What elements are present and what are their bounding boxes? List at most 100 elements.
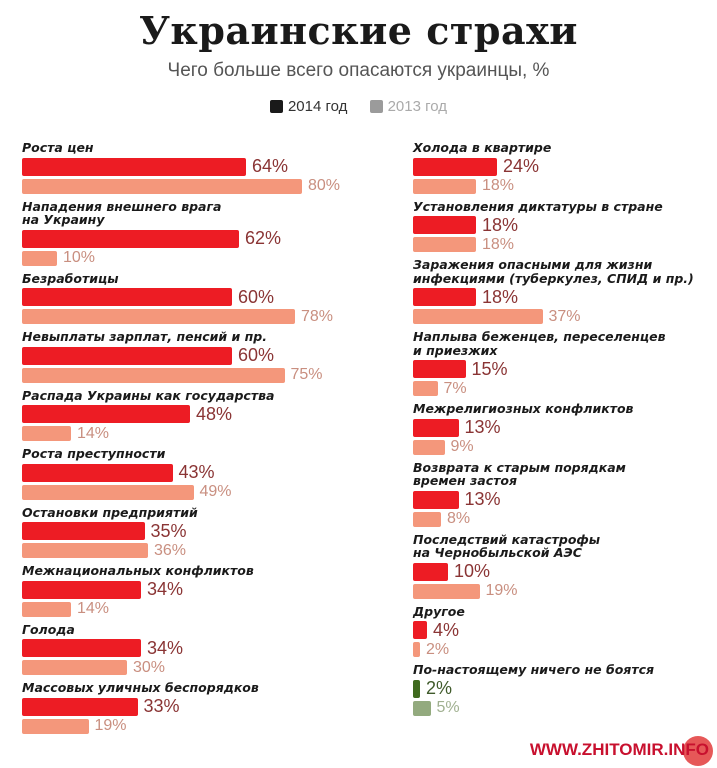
- value-label-2014: 33%: [143, 696, 180, 716]
- bar-row-2014: 60%: [22, 287, 392, 307]
- watermark: WWW.ZHITOMIR.INFO: [529, 740, 709, 759]
- bar-group: Последствий катастрофы на Чернобыльской …: [413, 531, 713, 599]
- value-label-2014: 13%: [464, 417, 501, 437]
- bar-row-2013: 2%: [413, 640, 713, 658]
- value-label-2013: 80%: [308, 177, 341, 194]
- value-label-2013: 75%: [290, 366, 323, 383]
- bar-row-2014: 13%: [413, 489, 713, 509]
- bar-row-2013: 19%: [413, 582, 713, 599]
- bar-2014: [22, 346, 232, 365]
- left-column: Роста цен 64% 80% Нападения внешнего врага …: [22, 141, 392, 740]
- value-label-2013: 9%: [450, 438, 474, 455]
- bar-2014: [413, 490, 459, 509]
- bar-2014: [22, 288, 232, 306]
- bar-2013: [413, 381, 438, 396]
- category-label: Роста преступности: [22, 446, 166, 461]
- value-label-2014: 13%: [464, 489, 501, 509]
- bar-2014: [22, 697, 138, 716]
- bar-2013: [22, 178, 302, 194]
- category-label: Межрелигиозных конфликтов: [413, 401, 634, 416]
- bar-2013: [22, 250, 57, 266]
- category-label: Остановки предприятий: [22, 504, 198, 520]
- bar-row-2013: 10%: [22, 249, 392, 266]
- bar-group: Заражения опасными для жизни инфекциями …: [413, 258, 713, 325]
- bar-group: Массовых уличных беспорядков 33% 19%: [22, 681, 392, 734]
- bar-2014: [413, 562, 448, 581]
- legend-label-2014: 2014 год: [287, 97, 348, 115]
- category-label: Холода в квартире: [413, 140, 552, 155]
- bar-row-2013: 19%: [22, 717, 392, 734]
- bar-row-2013: 18%: [413, 235, 713, 253]
- bar-2013: [22, 309, 295, 324]
- bar-2013: [22, 543, 148, 558]
- value-label-2013: 2%: [426, 640, 450, 658]
- value-label-2014: 62%: [245, 228, 282, 248]
- category-label: Установления диктатуры в стране: [413, 198, 663, 214]
- bar-row-2014: 33%: [22, 696, 392, 716]
- value-label-2014: 60%: [238, 345, 275, 365]
- bar-row-2013: 18%: [413, 177, 713, 194]
- bar-row-2013: 8%: [413, 510, 713, 527]
- bar-row-2014: 10%: [413, 561, 713, 581]
- bar-row-2014: 18%: [413, 215, 713, 235]
- value-label-2014: 43%: [178, 462, 215, 482]
- category-label: Безработицы: [22, 270, 119, 286]
- bar-row-2014: 43%: [22, 462, 392, 482]
- bar-row-2014: 62%: [22, 228, 392, 248]
- category-label: Последствий катастрофы на Чернобыльской …: [413, 531, 601, 560]
- bar-2014: [22, 580, 141, 599]
- bar-row-2013: 78%: [22, 307, 392, 325]
- bar-row-2014: 24%: [413, 156, 713, 176]
- value-label-2014: 18%: [482, 286, 519, 307]
- value-label-2013: 19%: [94, 717, 127, 734]
- bar-row-2013: 37%: [413, 308, 713, 325]
- bar-2014: [22, 463, 173, 482]
- value-label-2014: 64%: [252, 156, 289, 176]
- bar-row-2014: 35%: [22, 520, 392, 541]
- value-label-2013: 7%: [443, 379, 467, 397]
- bar-2013: [413, 439, 445, 455]
- bar-2014: [413, 288, 476, 306]
- bar-row-2014: 15%: [413, 358, 713, 379]
- bar-row-2013: 30%: [22, 658, 392, 676]
- bar-group: Межнациональных конфликтов 34% 14%: [22, 564, 392, 617]
- bar-2014: [413, 157, 497, 176]
- value-label-2013: 10%: [63, 249, 96, 266]
- bar-2013: [413, 511, 441, 527]
- category-label: Распада Украины как государства: [22, 387, 275, 403]
- bar-group: По-настоящему ничего не боятся 2% 5%: [413, 663, 713, 716]
- value-label-2013: 30%: [133, 658, 166, 676]
- bar-group: Межрелигиозных конфликтов 13% 9%: [413, 402, 713, 455]
- bar-row-2013: 5%: [413, 699, 713, 716]
- category-label: Голода: [22, 621, 75, 637]
- legend-swatch-2014: [269, 99, 283, 113]
- bar-row-2014: 48%: [22, 404, 392, 424]
- bar-row-2013: 9%: [413, 438, 713, 455]
- value-label-2014: 35%: [150, 520, 187, 541]
- bar-row-2014: 2%: [413, 678, 713, 698]
- category-label: Наплыва беженцев, переселенцев и приезжи…: [413, 329, 666, 358]
- bar-2013: [413, 237, 476, 252]
- value-label-2014: 15%: [471, 358, 508, 379]
- bar-row-2013: 80%: [22, 177, 392, 194]
- bar-row-2014: 64%: [22, 156, 392, 176]
- bar-row-2014: 34%: [22, 579, 392, 599]
- bar-2014: [22, 522, 145, 540]
- bar-row-2013: 7%: [413, 379, 713, 397]
- value-label-2013: 19%: [485, 582, 518, 599]
- value-label-2014: 4%: [433, 619, 460, 640]
- bar-row-2013: 49%: [22, 483, 392, 500]
- bar-group: Другое 4% 2%: [413, 604, 713, 658]
- bar-group: Остановки предприятий 35% 36%: [22, 504, 392, 559]
- value-label-2013: 78%: [301, 307, 334, 325]
- category-label: Нападения внешнего врага на Украину: [22, 198, 222, 227]
- bar-row-2014: 13%: [413, 417, 713, 437]
- category-label: Роста цен: [22, 140, 94, 155]
- value-label-2013: 5%: [436, 699, 460, 716]
- value-label-2013: 8%: [447, 510, 471, 527]
- bar-group: Роста цен 64% 80%: [22, 141, 392, 194]
- value-label-2013: 18%: [482, 235, 515, 253]
- bar-2013: [22, 601, 71, 617]
- value-label-2014: 34%: [147, 579, 184, 599]
- bar-row-2013: 14%: [22, 600, 392, 617]
